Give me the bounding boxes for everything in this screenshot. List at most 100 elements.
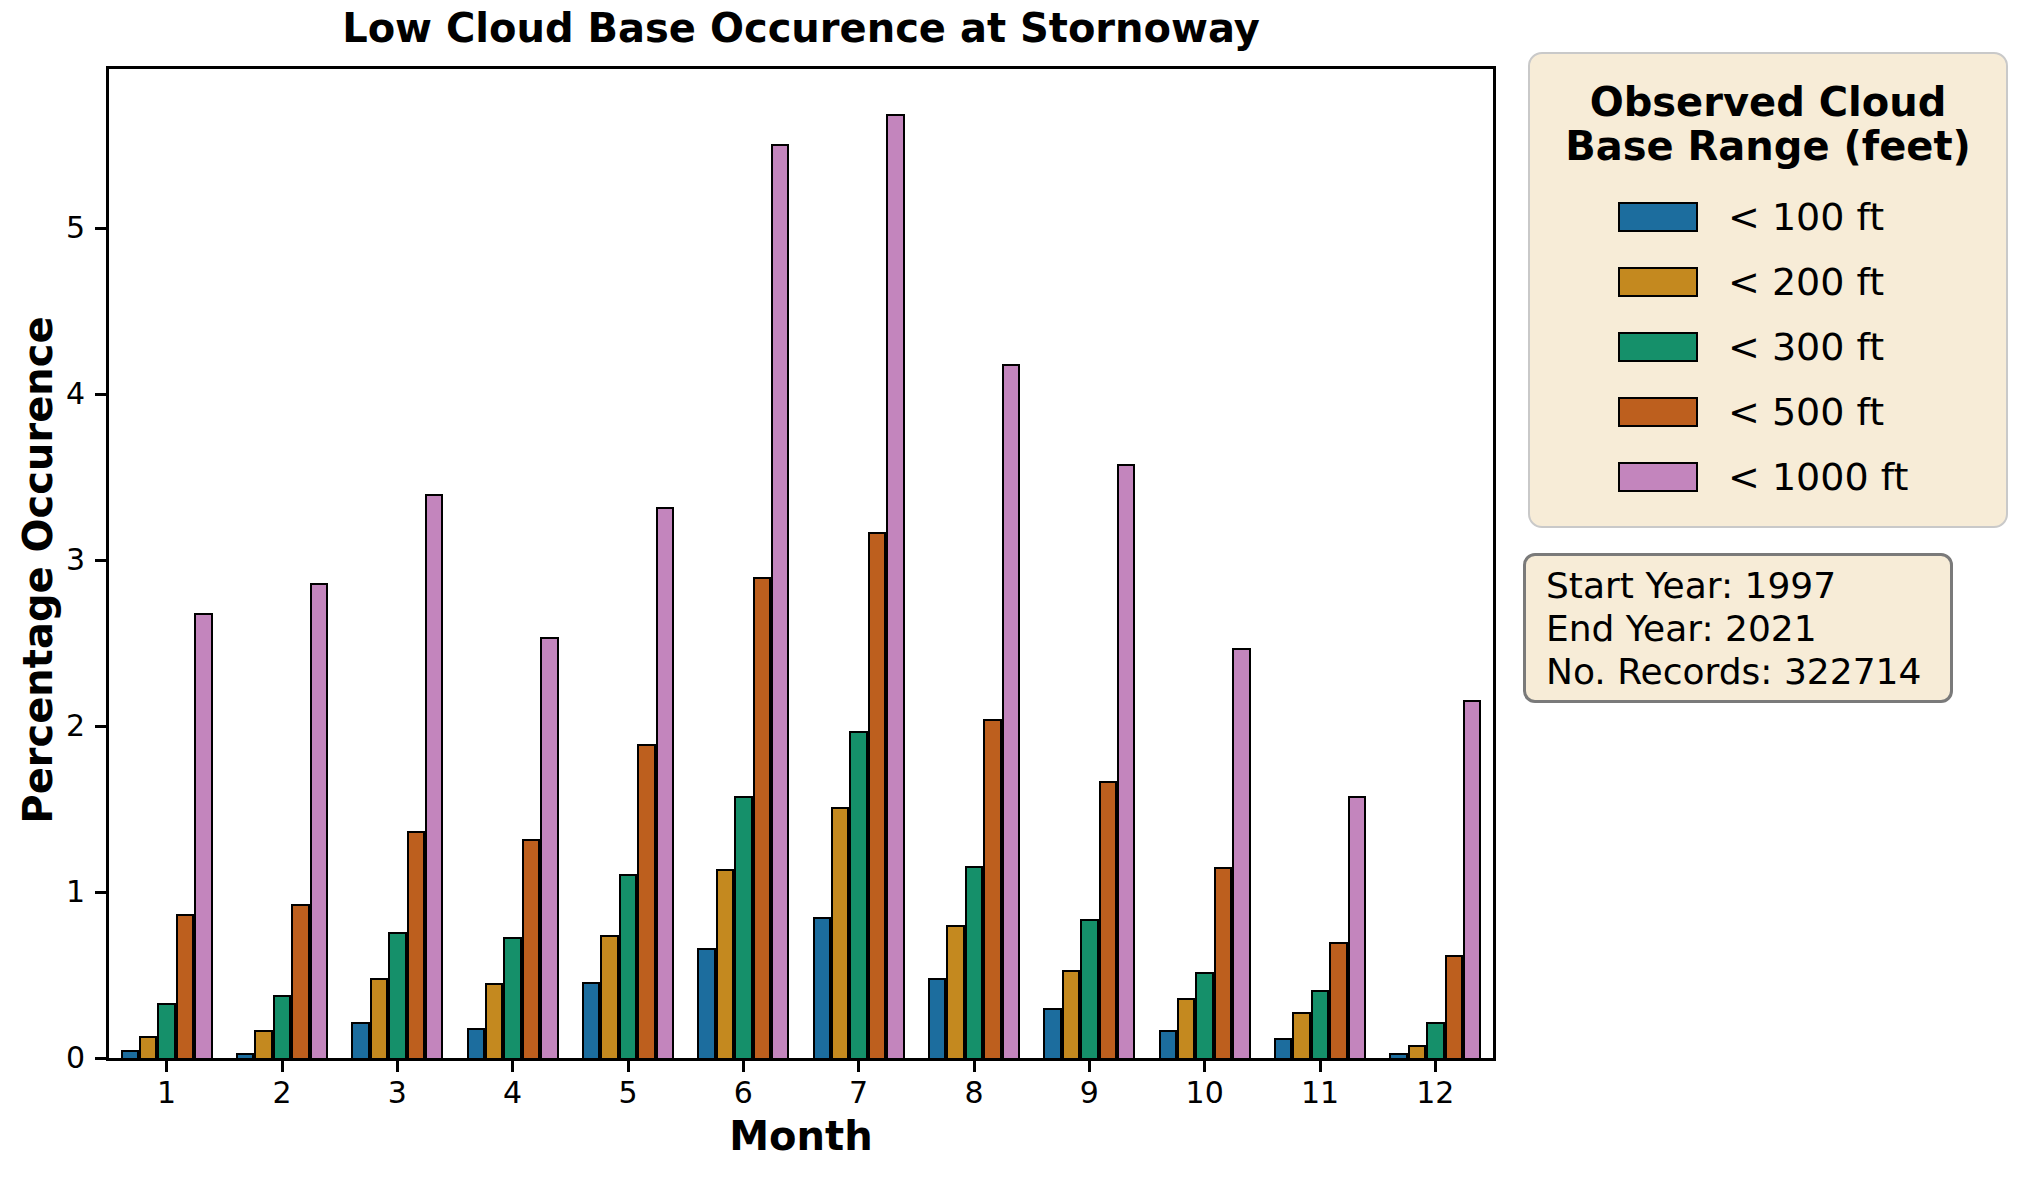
bar-month-11-100ftft	[1274, 1038, 1292, 1058]
x-tick-4	[511, 1061, 514, 1072]
y-tick-label-5: 5	[29, 213, 85, 243]
plot-area: 123456789101112012345	[106, 66, 1496, 1061]
bar-month-3-300ftft	[388, 932, 406, 1058]
bar-month-8-100ftft	[928, 978, 946, 1058]
x-tick-3	[396, 1061, 399, 1072]
x-tick-2	[281, 1061, 284, 1072]
bar-month-4-100ftft	[467, 1028, 485, 1058]
x-tick-5	[627, 1061, 630, 1072]
bar-month-11-300ftft	[1311, 990, 1329, 1058]
bar-month-11-500ftft	[1329, 942, 1347, 1058]
bar-month-3-200ftft	[370, 978, 388, 1058]
bar-month-8-500ftft	[983, 719, 1001, 1058]
bar-month-11-200ftft	[1292, 1012, 1310, 1058]
bar-month-1-1000ftft	[194, 613, 212, 1058]
y-tick-label-1: 1	[29, 877, 85, 907]
legend-title: Observed Cloud Base Range (feet)	[1530, 80, 2006, 168]
bar-month-6-200ftft	[716, 869, 734, 1058]
x-tick-label-11: 11	[1280, 1078, 1360, 1108]
bar-month-2-1000ftft	[310, 583, 328, 1058]
bar-month-6-1000ftft	[771, 144, 789, 1058]
bar-group-month-5	[582, 507, 674, 1058]
legend-item-label: < 1000 ft	[1728, 457, 1908, 497]
bar-month-4-1000ftft	[540, 637, 558, 1058]
bar-group-month-12	[1389, 700, 1481, 1058]
legend: Observed Cloud Base Range (feet) < 100 f…	[1528, 52, 2008, 528]
bar-month-6-500ftft	[753, 577, 771, 1058]
bar-group-month-7	[813, 114, 905, 1058]
legend-items: < 100 ft< 200 ft< 300 ft< 500 ft< 1000 f…	[1530, 184, 2006, 509]
y-tick-2	[95, 725, 106, 728]
bar-month-8-300ftft	[965, 866, 983, 1058]
bar-month-12-500ftft	[1445, 955, 1463, 1058]
x-tick-label-6: 6	[703, 1078, 783, 1108]
bar-month-8-200ftft	[946, 925, 964, 1058]
legend-item-200ftft: < 200 ft	[1530, 249, 2006, 314]
legend-swatch-icon	[1618, 267, 1698, 297]
x-tick-label-1: 1	[127, 1078, 207, 1108]
bar-group-month-10	[1159, 648, 1251, 1058]
x-tick-label-12: 12	[1395, 1078, 1475, 1108]
bar-month-10-1000ftft	[1232, 648, 1250, 1058]
info-end-year: End Year: 2021	[1546, 607, 1950, 650]
bar-month-9-200ftft	[1062, 970, 1080, 1058]
bar-month-4-500ftft	[522, 839, 540, 1058]
legend-item-1000ftft: < 1000 ft	[1530, 444, 2006, 509]
bar-group-month-11	[1274, 796, 1366, 1058]
x-tick-label-5: 5	[588, 1078, 668, 1108]
bar-month-5-1000ftft	[656, 507, 674, 1058]
bar-month-2-500ftft	[291, 904, 309, 1058]
bar-month-1-500ftft	[176, 914, 194, 1058]
bar-month-2-100ftft	[236, 1053, 254, 1058]
x-tick-12	[1434, 1061, 1437, 1072]
bar-month-10-200ftft	[1177, 998, 1195, 1058]
y-tick-label-4: 4	[29, 379, 85, 409]
legend-swatch-icon	[1618, 397, 1698, 427]
y-tick-5	[95, 227, 106, 230]
bar-month-7-300ftft	[849, 731, 867, 1058]
chart-title: Low Cloud Base Occurence at Stornoway	[106, 4, 1496, 52]
bar-month-7-200ftft	[831, 807, 849, 1058]
bar-month-3-1000ftft	[425, 494, 443, 1058]
x-tick-label-4: 4	[473, 1078, 553, 1108]
x-axis-label: Month	[106, 1114, 1496, 1158]
bar-month-10-300ftft	[1195, 972, 1213, 1058]
y-tick-0	[95, 1057, 106, 1060]
bar-month-12-300ftft	[1426, 1022, 1444, 1059]
x-tick-label-8: 8	[934, 1078, 1014, 1108]
y-tick-1	[95, 891, 106, 894]
bar-month-12-1000ftft	[1463, 700, 1481, 1058]
y-tick-3	[95, 559, 106, 562]
bar-group-month-2	[236, 583, 328, 1058]
bar-month-5-200ftft	[600, 935, 618, 1058]
bar-month-3-500ftft	[407, 831, 425, 1058]
legend-item-300ftft: < 300 ft	[1530, 314, 2006, 379]
x-tick-label-3: 3	[357, 1078, 437, 1108]
bar-month-7-1000ftft	[886, 114, 904, 1058]
x-tick-label-10: 10	[1165, 1078, 1245, 1108]
bar-month-5-100ftft	[582, 982, 600, 1058]
y-tick-4	[95, 393, 106, 396]
bar-month-1-300ftft	[157, 1003, 175, 1058]
info-box: Start Year: 1997 End Year: 2021 No. Reco…	[1523, 553, 1953, 703]
bar-month-7-100ftft	[813, 917, 831, 1058]
bar-group-month-9	[1043, 464, 1135, 1058]
bar-group-month-3	[351, 494, 443, 1058]
x-tick-8	[973, 1061, 976, 1072]
bar-month-5-300ftft	[619, 874, 637, 1058]
bar-group-month-1	[121, 613, 213, 1058]
legend-swatch-icon	[1618, 332, 1698, 362]
chart-canvas: Low Cloud Base Occurence at Stornoway Pe…	[0, 0, 2017, 1179]
bar-month-4-200ftft	[485, 983, 503, 1058]
bar-month-9-500ftft	[1099, 781, 1117, 1058]
bar-month-11-1000ftft	[1348, 796, 1366, 1058]
bar-month-9-100ftft	[1043, 1008, 1061, 1058]
x-tick-9	[1088, 1061, 1091, 1072]
legend-item-label: < 200 ft	[1728, 262, 1884, 302]
bar-month-1-100ftft	[121, 1050, 139, 1058]
bar-month-10-500ftft	[1214, 867, 1232, 1058]
bar-month-10-100ftft	[1159, 1030, 1177, 1058]
bar-group-month-8	[928, 364, 1020, 1058]
x-tick-1	[165, 1061, 168, 1072]
bar-month-12-100ftft	[1389, 1053, 1407, 1058]
